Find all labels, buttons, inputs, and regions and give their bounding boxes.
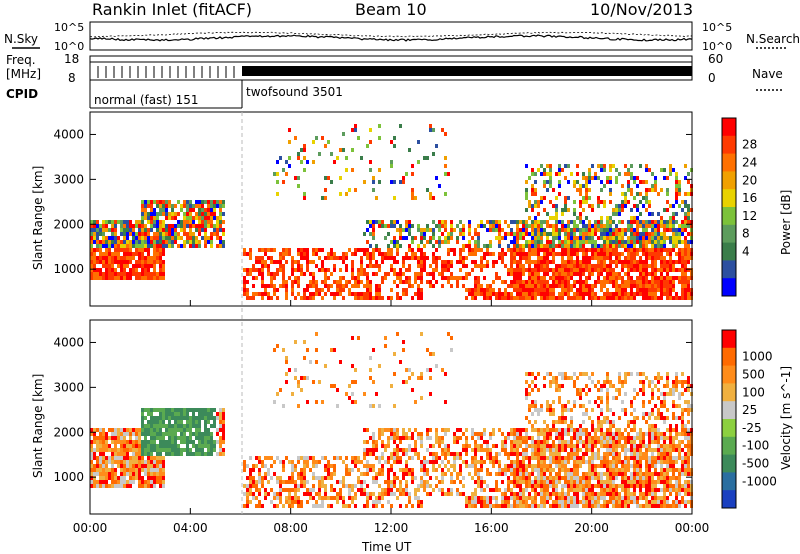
colorbar-tick: -25 [742,421,762,435]
freq-label-1: Freq. [6,53,36,67]
colorbar-tick: 4 [742,245,750,259]
nave-label: Nave [752,67,783,81]
colorbar-tick: -500 [742,457,769,471]
x-axis: 00:00 04:00 08:00 12:00 16:00 20:00 00:00 [73,300,710,535]
y-tick-label: 2000 [53,217,84,231]
colorbar-tick: 500 [742,368,765,382]
y-tick-label: 3000 [53,172,84,186]
y-tick-label: 3000 [53,380,84,394]
colorbar-tick: 25 [742,403,757,417]
velocity-colorbar: 1000 500 100 25 -25 -100 -500 -1000 Velocity [m… [721,329,793,509]
velocity-ylabel: Slant Range [km] [31,374,45,478]
cpid-mode-2: twofsound 3501 [246,85,343,99]
colorbar-swatch [722,347,736,367]
cpid-mode-1: normal (fast) 151 [94,93,198,107]
x-tick-label: 00:00 [73,521,108,535]
colorbar-tick: 100 [742,385,765,399]
nave-right-tick-top: 60 [708,52,723,66]
frequency-panel: Freq. [MHz] 18 8 60 0 Nave [6,52,784,91]
power-panel: 4000 3000 2000 1000 Slant Range [km] [31,111,693,307]
station-title: Rankin Inlet (fitACF) [92,0,252,19]
colorbar-tick: 24 [742,156,757,170]
velocity-colorbar-label: Velocity [m s^-1] [779,366,793,470]
colorbar-tick: 28 [742,138,757,152]
colorbar-swatch [722,171,736,190]
colorbar-tick: 16 [742,191,757,205]
colorbar-swatch [722,278,736,297]
velocity-heatmap [90,332,693,508]
colorbar-swatch [722,330,736,349]
y-tick-label: 1000 [53,470,84,484]
x-tick-label: 16:00 [474,521,509,535]
noise-right-label: N.Search [746,32,800,46]
x-axis-label: Time UT [361,540,412,554]
x-tick-label: 20:00 [574,521,609,535]
colorbar-swatch [722,153,736,172]
x-tick-label: 04:00 [173,521,208,535]
colorbar-tick: 8 [742,227,750,241]
colorbar-swatch [722,383,736,402]
noise-right-tick-bottom: 10^0 [702,40,732,53]
freq-left-tick-bottom: 8 [68,71,76,85]
colorbar-swatch [722,242,736,261]
colorbar-tick: 12 [742,209,757,223]
colorbar-swatch [722,135,736,155]
x-tick-label: 00:00 [675,521,710,535]
noise-right-tick-top: 10^5 [702,21,732,34]
nave-right-tick-bottom: 0 [708,71,716,85]
y-tick-label: 1000 [53,262,84,276]
colorbar-swatch [722,365,736,384]
power-colorbar: 28 24 20 16 12 8 4 Power [dB] [721,117,793,297]
noise-left-tick-top: 10^5 [54,21,84,34]
colorbar-swatch [722,118,736,137]
colorbar-tick: -100 [742,439,769,453]
colorbar-tick: 1000 [742,350,773,364]
freq-left-tick-top: 18 [64,52,79,66]
colorbar-swatch [722,401,736,420]
noise-left-tick-bottom: 10^0 [54,40,84,53]
velocity-panel: 4000 3000 2000 1000 Slant Range [km] [31,319,693,515]
power-ylabel: Slant Range [km] [31,166,45,270]
x-tick-label: 12:00 [374,521,409,535]
noise-panel: N.Sky 10^5 10^0 10^5 10^0 N.Search [4,21,800,53]
y-tick-label: 4000 [53,127,84,141]
power-colorbar-label: Power [dB] [779,190,793,255]
cpid-label: CPID [6,87,38,101]
colorbar-swatch [722,454,736,473]
colorbar-swatch [722,189,736,208]
beam-label: Beam 10 [355,0,427,19]
colorbar-tick: -1000 [742,474,777,488]
y-tick-label: 2000 [53,425,84,439]
x-tick-label: 08:00 [273,521,308,535]
y-tick-label: 4000 [53,335,84,349]
colorbar-swatch [722,260,736,279]
date-label: 10/Nov/2013 [590,0,693,19]
colorbar-swatch [722,472,736,491]
colorbar-swatch [722,224,736,244]
colorbar-swatch [722,490,736,509]
freq-label-2: [MHz] [6,67,41,81]
noise-left-label: N.Sky [4,32,38,46]
colorbar-swatch [722,419,736,438]
colorbar-swatch [722,207,736,226]
cpid-row: CPID normal (fast) 151 twofsound 3501 [6,80,343,109]
colorbar-tick: 20 [742,173,757,187]
power-heatmap [90,124,693,300]
colorbar-swatch [722,436,736,456]
